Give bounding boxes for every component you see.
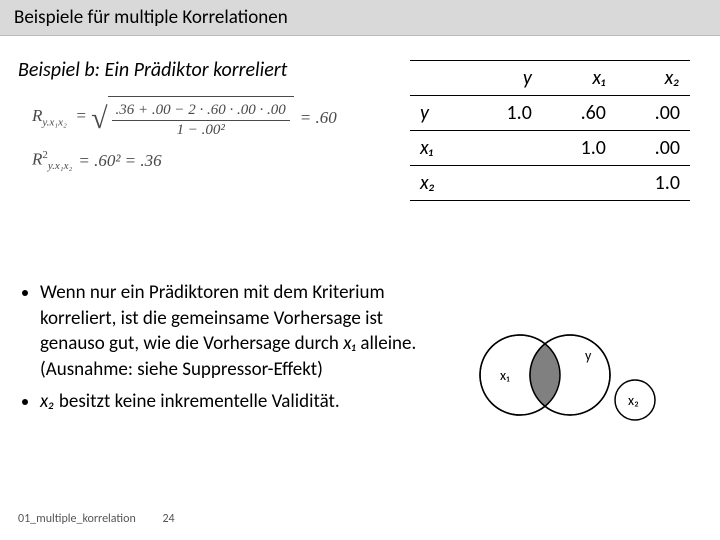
table-cell	[542, 166, 616, 201]
table-cell: 1.0	[616, 166, 690, 201]
correlation-table: y x₁ x₂ y 1.0 .60 .00 x₁ 1.0 .00 x₂ 1.0	[410, 60, 690, 201]
table-row: y 1.0 .60 .00	[410, 96, 690, 131]
footer-doc: 01_multiple_korrelation	[18, 512, 136, 526]
fraction: .36 + .00 − 2 · .60 · .00 · .00 1 − .00²	[112, 102, 290, 139]
formula2-base: R	[32, 150, 42, 169]
table-row-label: y	[410, 96, 468, 131]
table-header-cell: y	[468, 61, 542, 96]
slide-header: Beispiele für multiple Korrelationen	[0, 0, 720, 36]
sqrt-body: .36 + .00 − 2 · .60 · .00 · .00 1 − .00²	[108, 96, 294, 139]
table-cell: 1.0	[468, 96, 542, 131]
sqrt-wrap: √ .36 + .00 − 2 · .60 · .00 · .00 1 − .0…	[91, 96, 294, 139]
formula1-base: R	[32, 106, 42, 125]
bullet-list: Wenn nur ein Prädiktoren mit dem Kriteri…	[18, 280, 438, 420]
table-cell	[468, 131, 542, 166]
formula2-lhs: R2y.x₁x₂	[32, 149, 72, 172]
table-row: x₁ 1.0 .00	[410, 131, 690, 166]
table-row-label: x₂	[410, 166, 468, 201]
formula1-result: = .60	[300, 108, 337, 128]
table-cell: .00	[616, 96, 690, 131]
table-header-row: y x₁ x₂	[410, 61, 690, 96]
bullet-item: x₂ besitzt keine inkrementelle Validität…	[40, 389, 438, 415]
venn-label-y: y	[585, 347, 592, 364]
formula1-sub: y.x₁x₂	[42, 117, 66, 129]
bullet-item: Wenn nur ein Prädiktoren mit dem Kriteri…	[40, 280, 438, 383]
table-header-cell	[410, 61, 468, 96]
venn-diagram: x₁ y x₂	[460, 300, 660, 450]
venn-label-x2: x₂	[628, 392, 639, 409]
formula1-lhs: Ry.x₁x₂ =	[32, 106, 91, 128]
fraction-num: .36 + .00 − 2 · .60 · .00 · .00	[112, 102, 290, 121]
sqrt-sign: √	[91, 104, 107, 134]
formula2-sub: y.x₁x₂	[48, 160, 72, 172]
footer: 01_multiple_korrelation 24	[18, 512, 175, 526]
table-cell	[468, 166, 542, 201]
table-cell: .60	[542, 96, 616, 131]
table-header-cell: x₁	[542, 61, 616, 96]
slide-title: Beispiele für multiple Korrelationen	[14, 6, 288, 29]
table-row: x₂ 1.0	[410, 166, 690, 201]
table-cell: .00	[616, 131, 690, 166]
table-cell: 1.0	[542, 131, 616, 166]
formula2-rhs: = .60² = .36	[78, 151, 161, 171]
table-row-label: x₁	[410, 131, 468, 166]
venn-label-x1: x₁	[500, 367, 510, 384]
footer-page: 24	[162, 512, 174, 526]
table-header-cell: x₂	[616, 61, 690, 96]
fraction-den: 1 − .00²	[172, 121, 228, 139]
